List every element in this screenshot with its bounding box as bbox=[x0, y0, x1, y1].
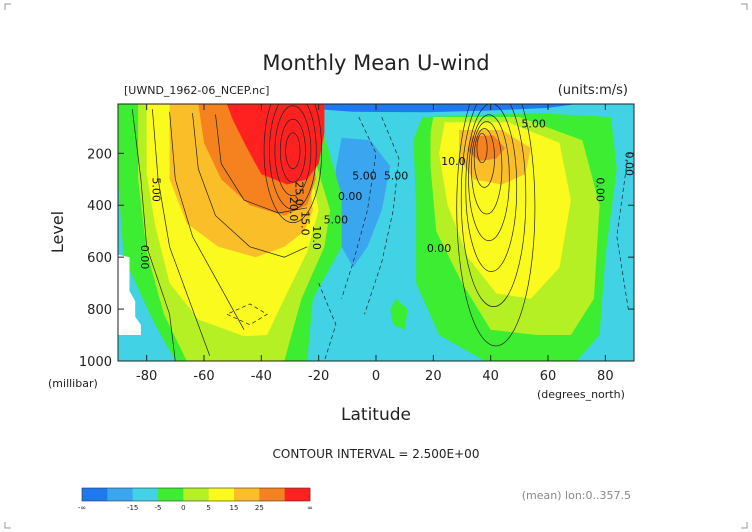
x-tick-label: -80 bbox=[136, 369, 157, 384]
x-tick-label: 0 bbox=[372, 369, 380, 384]
contour-dashed-1 bbox=[364, 116, 400, 315]
field-westerly-20-north bbox=[467, 135, 505, 162]
x-axis: -80 -60 -40 -20 0 20 40 60 80 bbox=[136, 104, 614, 384]
colorbar-swatch bbox=[82, 488, 108, 501]
contour-ring-south-3 bbox=[269, 104, 317, 210]
contour-labels: 25.020.015.010.05.000.005.005.000.005.00… bbox=[138, 117, 635, 270]
contour-dashed-0 bbox=[341, 116, 377, 299]
field-easterly-core-tropics bbox=[333, 137, 391, 268]
chart-title: Monthly Mean U-wind bbox=[262, 51, 489, 75]
contour-interval: CONTOUR INTERVAL = 2.500E+00 bbox=[273, 447, 480, 461]
x-tick-label: 20 bbox=[425, 369, 442, 384]
contour-label: 5.00 bbox=[149, 177, 162, 202]
contour-ring-south-4 bbox=[263, 104, 323, 224]
colorbar-label: -15 bbox=[127, 504, 138, 512]
contour-label: 20.0 bbox=[287, 197, 300, 222]
contour-dashed-3 bbox=[226, 303, 268, 326]
contour-line-south-4 bbox=[215, 114, 308, 214]
contour-ring-north-5 bbox=[460, 104, 527, 307]
y-tick-label: 800 bbox=[87, 303, 112, 318]
y-tick-label: 400 bbox=[87, 199, 112, 214]
contour-label: 10.0 bbox=[441, 155, 466, 168]
colorbar-swatch bbox=[183, 488, 209, 501]
colorbar-swatch bbox=[208, 488, 235, 501]
corner-marks bbox=[4, 3, 748, 529]
x-tick-label: -20 bbox=[308, 369, 329, 384]
contour-line-south-0 bbox=[131, 109, 176, 361]
colorbar-label: 15 bbox=[230, 504, 239, 512]
contour-ring-south-1 bbox=[279, 118, 306, 183]
colorbar-swatch bbox=[107, 488, 133, 501]
dataset-label: [UWND_1962-06_NCEP.nc] bbox=[124, 84, 269, 97]
contour-ring-north-2 bbox=[471, 121, 503, 215]
x-tick-label: 80 bbox=[597, 369, 614, 384]
contour-label: 0.00 bbox=[427, 242, 452, 255]
contour-ring-south-0 bbox=[285, 132, 301, 170]
field-westerly-0-north-patch bbox=[390, 298, 408, 330]
y-axis-title: Level bbox=[48, 211, 67, 253]
contour-label: 5.00 bbox=[521, 117, 546, 130]
x-axis-unit: (degrees_north) bbox=[537, 388, 625, 401]
colorbar-frame bbox=[81, 487, 311, 502]
colorbar-label: 5 bbox=[206, 504, 210, 512]
contour-label: 5.00 bbox=[384, 169, 409, 182]
contour-label: 0.00 bbox=[338, 190, 363, 203]
colorbar-label: -∞ bbox=[78, 504, 86, 512]
contour-label: 0.00 bbox=[138, 245, 151, 270]
y-tick-label: 1000 bbox=[79, 355, 112, 370]
contour-ring-north-6 bbox=[456, 104, 536, 347]
colorbar-swatch bbox=[158, 488, 184, 501]
x-tick-label: -60 bbox=[193, 369, 214, 384]
footer-averaging: (mean) lon:0..357.5 bbox=[522, 489, 631, 502]
colorbar: -∞ -15 -5 0 5 15 25 ∞ bbox=[78, 487, 313, 512]
contour-ring-north-1 bbox=[473, 128, 495, 188]
contour-label: 15.0 bbox=[298, 211, 311, 236]
contour-label: 0.00 bbox=[594, 177, 607, 202]
contour-dashed-2 bbox=[318, 282, 337, 361]
x-tick-label: 60 bbox=[540, 369, 557, 384]
contour-label: 5.00 bbox=[352, 169, 377, 182]
contour-line-south-3 bbox=[192, 113, 308, 258]
contour-ring-north-0 bbox=[476, 133, 488, 164]
colorbar-label: ∞ bbox=[307, 504, 313, 512]
colorbar-swatch bbox=[234, 488, 260, 501]
colorbar-label: -5 bbox=[155, 504, 162, 512]
x-axis-title: Latitude bbox=[341, 405, 411, 425]
contour-lines bbox=[131, 104, 629, 361]
colorbar-swatch bbox=[259, 488, 285, 501]
contour-label: 0.00 bbox=[622, 151, 635, 176]
units-label: (units:m/s) bbox=[558, 83, 628, 98]
contour-ring-north-4 bbox=[465, 104, 518, 272]
plot-area: 25.020.015.010.05.000.005.005.000.005.00… bbox=[118, 104, 635, 361]
y-tick-label: 600 bbox=[87, 251, 112, 266]
contour-label: 25.0 bbox=[293, 181, 306, 206]
contour-label: 5.00 bbox=[324, 213, 349, 226]
x-tick-label: -40 bbox=[251, 369, 272, 384]
y-axis: 200 400 600 800 1000 bbox=[79, 147, 634, 370]
colorbar-swatch bbox=[284, 488, 311, 501]
contour-ring-north-3 bbox=[468, 114, 510, 242]
colorbar-label: 25 bbox=[255, 504, 264, 512]
missing-data-mask bbox=[118, 254, 141, 335]
colorbar-label: 0 bbox=[181, 504, 185, 512]
y-axis-unit: (millibar) bbox=[48, 377, 98, 390]
contour-ring-south-2 bbox=[274, 105, 312, 197]
contour-line-south-1 bbox=[152, 109, 211, 356]
x-tick-label: 40 bbox=[482, 369, 499, 384]
contour-line-south-2 bbox=[169, 111, 245, 330]
contour-label: 10.0 bbox=[310, 225, 323, 250]
colorbar-swatch bbox=[132, 488, 159, 501]
y-tick-label: 200 bbox=[87, 147, 112, 162]
